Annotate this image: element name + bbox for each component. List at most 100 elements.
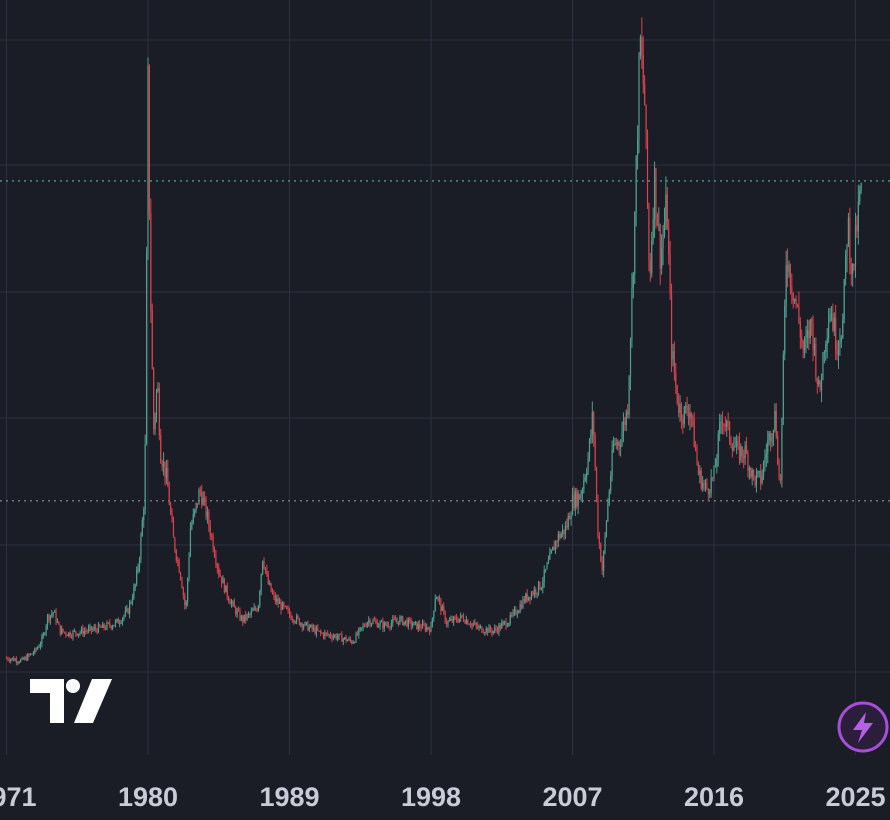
candle-body <box>518 611 520 614</box>
candle-body <box>494 628 496 631</box>
candle-body <box>624 421 626 425</box>
candle-body <box>782 354 784 419</box>
candle-body <box>100 626 102 628</box>
candle-body <box>257 605 259 612</box>
candle-body <box>574 491 576 509</box>
candle-body <box>852 263 854 275</box>
candle-body <box>387 624 390 627</box>
candle-body <box>758 471 760 473</box>
candle-body <box>314 627 316 634</box>
candle-body <box>196 503 199 505</box>
candle-body <box>711 477 714 479</box>
candle-body <box>274 595 276 602</box>
candle-body <box>622 421 625 433</box>
candle-body <box>542 582 544 588</box>
candle-body <box>721 421 724 425</box>
candle-body <box>218 567 220 575</box>
candle-body <box>35 648 37 650</box>
candle-body <box>8 659 10 662</box>
candle-body <box>372 620 374 624</box>
candle-body <box>45 625 47 634</box>
candle-body <box>445 621 448 625</box>
candle-body <box>174 537 176 551</box>
candle-body <box>641 37 643 55</box>
candle-body <box>714 466 717 468</box>
candle-body <box>666 194 668 229</box>
candle-body <box>727 421 729 423</box>
candle-body <box>230 602 233 605</box>
candle-body <box>124 610 126 616</box>
candle-body <box>632 274 634 289</box>
candle-body <box>341 634 343 642</box>
candle-body <box>263 560 265 568</box>
candle-body <box>281 602 284 610</box>
candle-body <box>297 615 299 619</box>
candle-body <box>764 457 766 463</box>
candle-body <box>491 630 493 634</box>
candle-body <box>621 432 623 446</box>
candle-body <box>457 620 459 623</box>
candle-body <box>434 599 436 611</box>
candle-body <box>82 628 84 635</box>
candle-body <box>161 462 163 468</box>
candle-body <box>856 225 858 232</box>
candle-body <box>489 626 492 631</box>
candle-body <box>184 595 186 606</box>
candle-body <box>770 433 772 443</box>
candle-body <box>103 623 105 628</box>
candle-body <box>642 54 644 84</box>
candle-body <box>430 624 432 632</box>
candle-body <box>243 614 245 622</box>
candle-body <box>535 589 537 594</box>
x-tick-label: 2025 <box>825 782 885 812</box>
lightning-bolt-button[interactable] <box>836 700 890 754</box>
candle-body <box>662 235 664 249</box>
candle-body <box>520 604 523 609</box>
candle-body <box>506 625 509 627</box>
candle-body <box>32 653 34 655</box>
candle-body <box>485 628 487 633</box>
candle-body <box>96 629 98 633</box>
candle-body <box>734 446 736 448</box>
candle-body <box>307 622 309 631</box>
candle-body <box>437 597 439 599</box>
candle-body <box>232 601 234 603</box>
candle-body <box>338 633 340 637</box>
candle-body <box>90 626 92 631</box>
candle-body <box>450 618 452 621</box>
candle-body <box>11 658 13 660</box>
candle-body <box>850 263 852 275</box>
candle-body <box>495 628 497 630</box>
candle-body <box>576 491 578 507</box>
candle-body <box>813 344 816 350</box>
candle-body <box>597 499 599 536</box>
candle-body <box>545 569 547 571</box>
candle-body <box>225 585 227 593</box>
candle-body <box>12 658 15 661</box>
candle-body <box>237 610 240 612</box>
candle-body <box>825 343 827 353</box>
candle-body <box>335 635 337 639</box>
candle-body <box>803 341 806 351</box>
candle-body <box>546 563 548 570</box>
candle-body <box>723 424 725 426</box>
candle-body <box>107 622 109 624</box>
candle-body <box>138 559 141 567</box>
candle-body <box>31 653 33 655</box>
candle-body <box>482 632 484 634</box>
candle-body <box>293 619 295 622</box>
candle-body <box>781 418 783 480</box>
candle-body <box>522 598 524 609</box>
candle-body <box>317 627 319 631</box>
candle-body <box>649 260 651 274</box>
candle-body <box>233 601 235 608</box>
candle-body <box>406 620 408 627</box>
candle-body <box>560 533 562 539</box>
candle-body <box>192 513 194 524</box>
candle-body <box>147 65 149 255</box>
candle-body <box>68 632 70 636</box>
candle-body <box>44 633 46 635</box>
candle-body <box>21 657 23 660</box>
candle-body <box>14 659 16 661</box>
